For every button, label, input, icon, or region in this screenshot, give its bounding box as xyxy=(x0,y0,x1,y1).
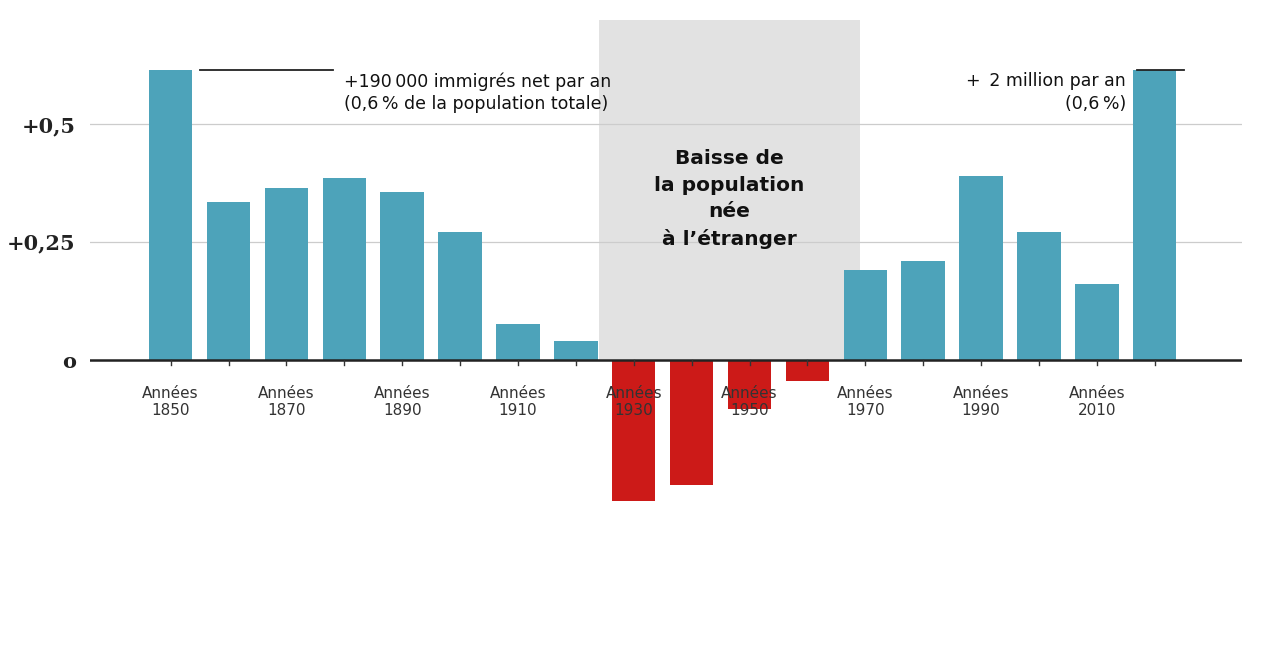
Text: Années
1990: Années 1990 xyxy=(952,386,1010,418)
Text: Années
2010: Années 2010 xyxy=(1069,386,1125,418)
Bar xyxy=(1018,233,1061,360)
Bar xyxy=(844,270,887,360)
Bar xyxy=(612,360,655,501)
Text: Années
1970: Années 1970 xyxy=(837,386,893,418)
Bar xyxy=(148,70,192,360)
Bar xyxy=(1075,284,1119,360)
Bar xyxy=(728,360,772,409)
Text: Années
1930: Années 1930 xyxy=(605,386,662,418)
Bar xyxy=(207,202,251,360)
Bar xyxy=(380,192,424,360)
Bar xyxy=(438,233,481,360)
Text: +190 000 immigrés net par an
(0,6 % de la population totale): +190 000 immigrés net par an (0,6 % de l… xyxy=(344,72,612,114)
Bar xyxy=(554,341,598,360)
Text: Années
1850: Années 1850 xyxy=(142,386,198,418)
Text: Années
1950: Années 1950 xyxy=(721,386,778,418)
Text: Années
1890: Années 1890 xyxy=(374,386,430,418)
Text: Années
1910: Années 1910 xyxy=(490,386,547,418)
Text: Baisse de
la population
née
à l’étranger: Baisse de la population née à l’étranger xyxy=(654,149,804,249)
Bar xyxy=(323,178,366,360)
Text: + 2 million par an
(0,6 %): + 2 million par an (0,6 %) xyxy=(966,72,1126,113)
Text: Années
1870: Années 1870 xyxy=(259,386,315,418)
Bar xyxy=(960,176,1002,360)
Bar xyxy=(1133,70,1176,360)
Bar xyxy=(786,360,829,381)
Bar xyxy=(901,261,945,360)
Bar xyxy=(265,187,308,360)
Bar xyxy=(599,20,860,360)
Bar xyxy=(497,325,540,360)
Bar xyxy=(669,360,713,485)
